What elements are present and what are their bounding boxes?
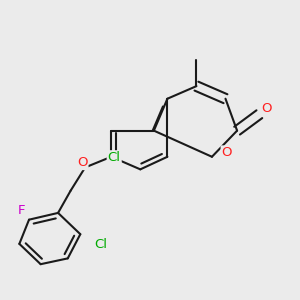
Text: O: O — [261, 102, 272, 115]
Text: O: O — [222, 146, 232, 159]
Text: Cl: Cl — [108, 151, 121, 164]
Text: Cl: Cl — [94, 238, 107, 251]
Text: F: F — [17, 205, 25, 218]
Text: O: O — [77, 156, 88, 169]
